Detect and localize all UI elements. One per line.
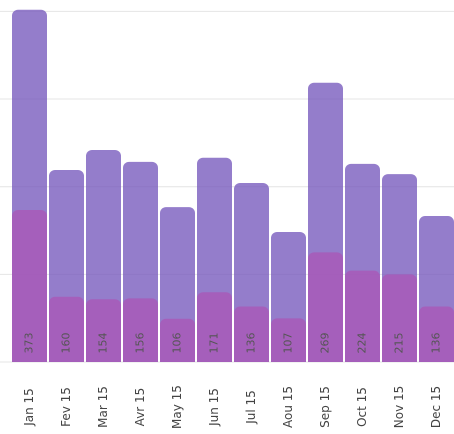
bar: [197, 292, 232, 362]
bar: [12, 209, 47, 362]
bar: [308, 252, 343, 362]
data-label: 224: [356, 333, 369, 354]
x-tick-label: Oct 15: [355, 387, 369, 427]
data-label: 215: [393, 333, 406, 354]
x-tick-label: Mar 15: [96, 386, 110, 428]
data-label: 107: [282, 333, 295, 354]
bar: [345, 270, 380, 362]
bar: [382, 274, 417, 362]
data-label: 373: [23, 333, 36, 354]
x-tick-label: Fev 15: [59, 387, 73, 427]
x-tick-label: Sep 15: [318, 386, 332, 428]
bar: [49, 296, 84, 362]
data-label: 156: [134, 333, 147, 354]
x-tick-label: Jul 15: [244, 390, 258, 425]
x-tick-label: Dec 15: [429, 386, 443, 428]
x-tick-label: May 15: [170, 385, 184, 429]
data-label: 136: [245, 333, 258, 354]
bars: [12, 9, 454, 362]
data-label: 154: [97, 333, 110, 354]
bar: [123, 298, 158, 362]
data-label: 171: [208, 333, 221, 354]
x-tick-label: Jun 15: [207, 388, 221, 427]
bar: [86, 299, 121, 362]
x-tick-label: Aou 15: [281, 386, 295, 428]
x-tick-label: Jan 15: [22, 388, 36, 427]
x-tick-label: Nov 15: [392, 386, 406, 429]
data-label: 136: [430, 333, 443, 354]
bar: [271, 318, 306, 362]
x-tick-label: Avr 15: [133, 388, 147, 427]
data-label: 106: [171, 333, 184, 354]
bar: [419, 306, 454, 362]
data-label: 160: [60, 333, 73, 354]
bar: [160, 318, 195, 362]
data-label: 269: [319, 333, 332, 354]
bar: [234, 306, 269, 362]
